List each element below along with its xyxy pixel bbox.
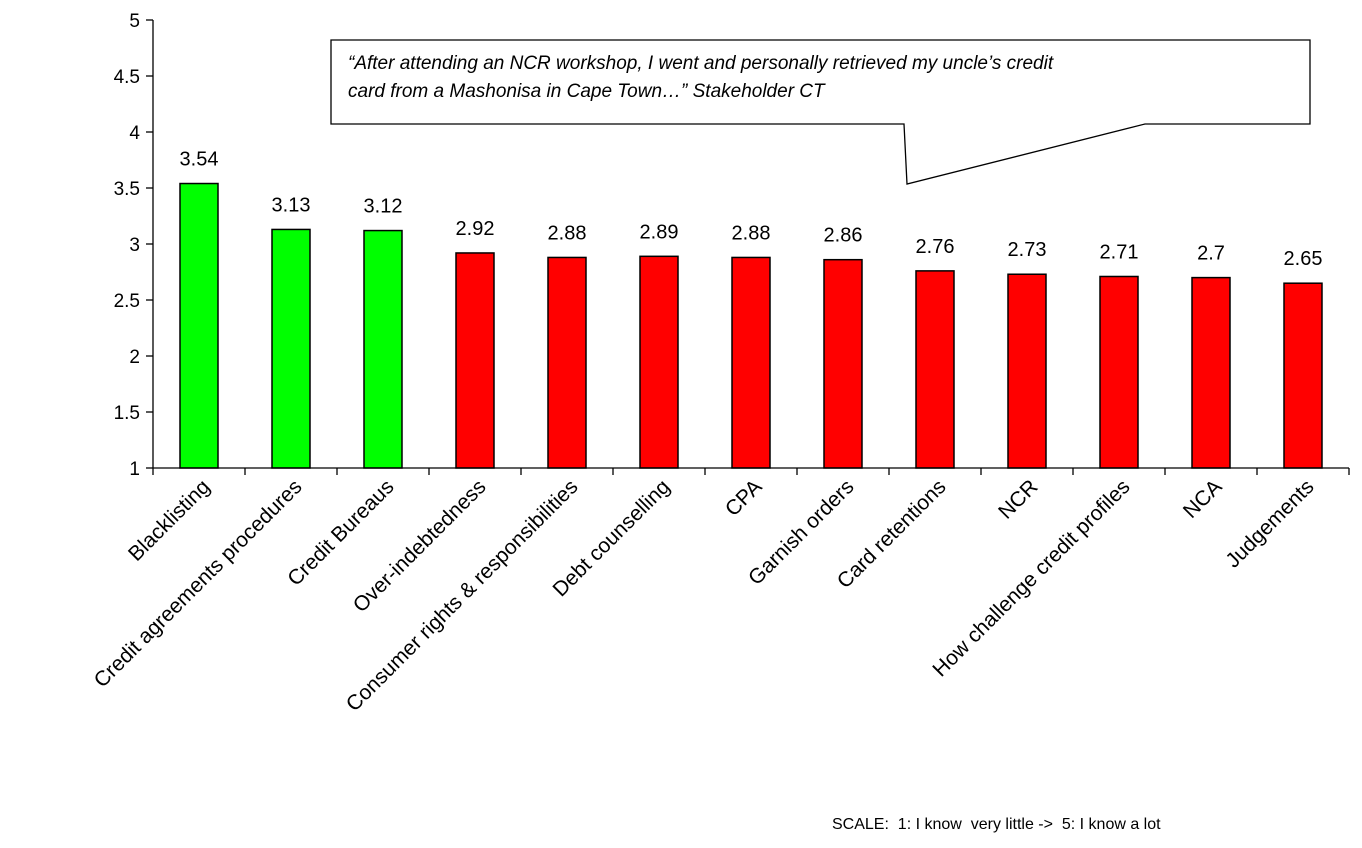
bar: [455, 252, 495, 469]
bar: [1283, 282, 1323, 469]
category-label: Blacklisting: [124, 475, 215, 566]
data-label: 2.92: [456, 218, 495, 240]
y-tick-label: 2: [129, 347, 140, 368]
y-tick-label: 2.5: [114, 291, 140, 312]
y-tick-label: 1.5: [114, 403, 140, 424]
data-label: 2.65: [1284, 248, 1323, 270]
quote-line-1: “After attending an NCR workshop, I went…: [348, 53, 1054, 74]
data-label: 2.7: [1197, 243, 1225, 265]
bar: [1099, 275, 1139, 469]
bar: [179, 182, 219, 469]
quote-line-2: card from a Mashonisa in Cape Town…” Sta…: [348, 81, 826, 102]
data-label: 2.88: [548, 222, 587, 244]
bar: [731, 256, 771, 469]
bar: [363, 229, 403, 469]
y-tick-label: 3.5: [114, 179, 140, 200]
category-label: NCA: [1179, 475, 1227, 523]
bar: [547, 256, 587, 469]
category-label: How challenge credit profiles: [928, 475, 1134, 681]
bar: [639, 255, 679, 469]
x-axis: [152, 467, 1350, 475]
y-tick-label: 4.5: [114, 67, 140, 88]
y-tick-label: 4: [129, 123, 140, 144]
data-label: 2.86: [824, 225, 863, 247]
quote-callout: “After attending an NCR workshop, I went…: [330, 39, 1311, 185]
data-label: 2.88: [732, 222, 771, 244]
data-label: 2.71: [1100, 241, 1139, 263]
callout-bubble: [330, 39, 1311, 185]
category-label: CPA: [721, 475, 767, 521]
data-label: 3.54: [180, 149, 219, 171]
y-tick-label: 5: [129, 11, 140, 32]
scale-note: SCALE: 1: I know very little -> 5: I kno…: [832, 816, 1161, 833]
bar: [1007, 273, 1047, 469]
data-label: 2.73: [1008, 239, 1047, 261]
y-tick-label: 3: [129, 235, 140, 256]
bar: [1191, 276, 1231, 469]
data-label: 3.12: [364, 196, 403, 218]
y-tick-label: 1: [129, 459, 140, 480]
data-label: 3.13: [272, 194, 311, 216]
bar: [823, 258, 863, 469]
data-label: 2.76: [916, 236, 955, 258]
data-label: 2.89: [640, 221, 679, 243]
category-label: NCR: [994, 475, 1042, 523]
category-label: Judgements: [1221, 475, 1318, 572]
bar: [271, 228, 311, 469]
y-axis: 1 1.5 2 2.5 3 3.5 4 4.5 5: [114, 11, 154, 480]
bar: [915, 270, 955, 469]
data-labels: 3.54 3.13 3.12 2.92 2.88 2.89 2.88 2.86 2.76 2.73…: [180, 149, 1323, 271]
